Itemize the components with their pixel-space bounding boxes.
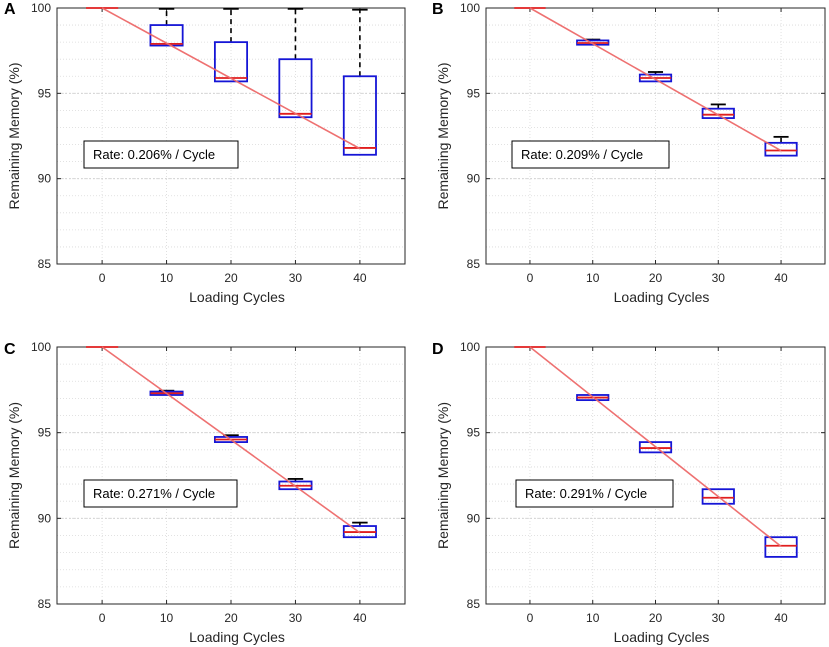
panel-letter: B (432, 1, 444, 18)
x-tick-label: 10 (586, 611, 600, 625)
rate-annotation-box (83, 479, 238, 508)
rate-annotation-text: Rate: 0.209% / Cycle (521, 147, 643, 162)
y-axis-label: Remaining Memory (%) (6, 402, 22, 549)
box-20 (638, 71, 673, 83)
y-tick-label: 95 (467, 426, 481, 440)
plot-frame (56, 346, 406, 605)
iqr-box (701, 107, 735, 119)
rate-annotation-box (511, 140, 670, 169)
x-tick-label: 0 (527, 271, 534, 285)
box-20 (638, 441, 673, 454)
x-tick-label: 40 (774, 271, 788, 285)
x-tick-label: 10 (160, 611, 174, 625)
x-tick-label: 30 (712, 271, 726, 285)
x-tick-label: 40 (353, 611, 367, 625)
fit-line (101, 7, 361, 150)
x-axis-label: Loading Cycles (189, 289, 285, 305)
y-axis-label: Remaining Memory (%) (435, 62, 451, 209)
x-tick-label: 20 (649, 271, 663, 285)
box-40 (342, 8, 377, 156)
box-20 (213, 434, 249, 443)
y-tick-label: 100 (31, 1, 51, 15)
x-tick-label: 10 (586, 271, 600, 285)
fit-line (101, 346, 361, 534)
y-tick-label: 100 (31, 340, 51, 354)
panel-letter: A (4, 1, 16, 18)
rate-annotation-text: Rate: 0.291% / Cycle (525, 486, 647, 501)
y-tick-label: 90 (38, 172, 52, 186)
y-tick-label: 85 (38, 257, 52, 271)
y-tick-label: 90 (38, 511, 52, 525)
fit-line (529, 7, 782, 152)
x-axis-label: Loading Cycles (614, 629, 710, 645)
box-10 (149, 7, 184, 47)
x-axis-label: Loading Cycles (614, 289, 710, 305)
x-axis-label: Loading Cycles (189, 629, 285, 645)
iqr-box (149, 24, 184, 47)
rate-annotation-text: Rate: 0.271% / Cycle (93, 486, 215, 501)
y-tick-label: 85 (467, 597, 481, 611)
fit-line (529, 346, 782, 548)
x-tick-label: 0 (99, 611, 106, 625)
x-tick-label: 30 (289, 271, 303, 285)
rate-annotation-box (515, 479, 674, 508)
x-tick-label: 30 (712, 611, 726, 625)
x-tick-label: 40 (774, 611, 788, 625)
box-30 (701, 488, 735, 505)
iqr-box (764, 536, 798, 558)
panel-letter: D (432, 341, 444, 358)
x-tick-label: 40 (353, 271, 367, 285)
x-tick-label: 0 (99, 271, 106, 285)
y-tick-label: 100 (460, 1, 480, 15)
rate-annotation-box (83, 140, 239, 169)
iqr-box (213, 41, 249, 83)
rate-annotation-text: Rate: 0.206% / Cycle (93, 147, 215, 162)
iqr-box (278, 58, 313, 119)
y-axis-label: Remaining Memory (%) (6, 62, 22, 209)
panel-letter: C (4, 341, 16, 358)
panel-b: 85 90 95 100 0 10 20 30 40 Loading Cycles Remainin… (432, 1, 826, 305)
iqr-box (342, 75, 377, 156)
box-40 (764, 536, 798, 558)
x-tick-label: 20 (649, 611, 663, 625)
iqr-box (701, 488, 735, 505)
x-tick-label: 10 (160, 271, 174, 285)
panel-a: 85 90 95 100 0 10 20 30 40 Loading Cycles Remainin… (4, 1, 406, 305)
plot-frame (56, 7, 406, 265)
y-tick-label: 100 (460, 340, 480, 354)
plot-frame (485, 346, 826, 605)
panel-c: 85 90 95 100 0 10 20 30 40 Loading Cycles Remainin… (4, 340, 406, 645)
y-tick-label: 90 (467, 511, 481, 525)
panel-d: 85 90 95 100 0 10 20 30 40 Loading Cycles Remainin… (432, 340, 826, 645)
iqr-box (764, 141, 798, 157)
x-tick-label: 30 (289, 611, 303, 625)
y-tick-label: 85 (467, 257, 481, 271)
y-tick-label: 95 (38, 86, 52, 100)
x-tick-label: 0 (527, 611, 534, 625)
box-20 (213, 7, 249, 83)
x-tick-label: 20 (224, 271, 238, 285)
y-tick-label: 85 (38, 597, 52, 611)
y-tick-label: 90 (467, 172, 481, 186)
x-tick-label: 20 (224, 611, 238, 625)
y-tick-label: 95 (467, 86, 481, 100)
y-axis-label: Remaining Memory (%) (435, 402, 451, 549)
y-tick-label: 95 (38, 426, 52, 440)
